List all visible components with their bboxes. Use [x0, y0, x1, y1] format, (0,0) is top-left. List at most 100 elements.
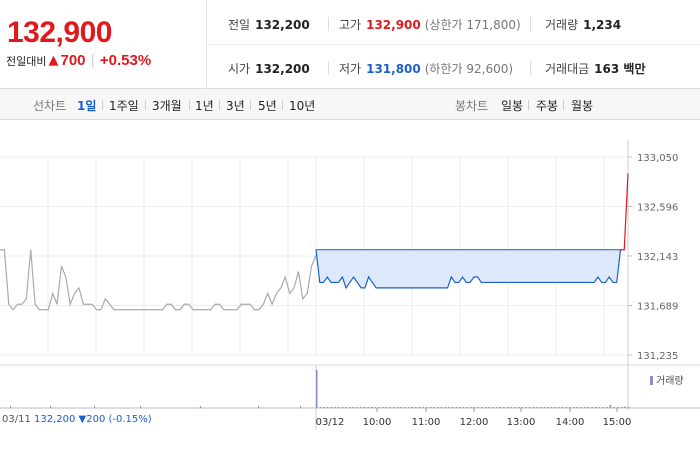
volume-bar [510, 407, 513, 408]
volume-bar [374, 407, 377, 408]
y-tick-label: 131,689 [637, 301, 678, 312]
volume-bar [587, 407, 590, 408]
volume-bar [473, 407, 476, 408]
volume-bar [407, 407, 410, 408]
today-line-up [620, 173, 629, 251]
x-tick-label: 14:00 [556, 417, 585, 428]
volume-bar [411, 407, 413, 408]
candle-monthly-button[interactable]: 월봉 [571, 99, 594, 113]
stats-panel: 전일 132,200 고가 132,900 (상한가 171,800) 거래량 1,23… [208, 0, 700, 89]
volume-bar [426, 407, 428, 408]
volume-bar [349, 407, 351, 408]
period-5y-button[interactable]: 5년 [258, 99, 277, 113]
legend-label: 거래량 [656, 376, 684, 387]
volume-bar [433, 407, 435, 408]
volume-bar [547, 407, 549, 408]
divider [102, 100, 103, 110]
volume-bar [514, 407, 516, 408]
candle-weekly-button[interactable]: 주봉 [536, 99, 559, 113]
volume-bar [620, 407, 623, 408]
x-tick-label: 12:00 [460, 417, 489, 428]
volume-bar [583, 407, 586, 408]
stat-label: 거래대금 [545, 62, 590, 76]
volume-bar [609, 404, 612, 408]
period-3m-button[interactable]: 3개월 [152, 99, 182, 113]
stat-high: 고가 132,900 (상한가 171,800) [339, 16, 521, 33]
stat-label: 저가 [339, 62, 362, 76]
volume-bar [580, 407, 582, 408]
volume-bar [605, 407, 608, 408]
stat-volume: 거래량 1,234 [545, 16, 621, 33]
volume-bar [429, 407, 432, 408]
period-toolbar: 선차트 1일 1주일 3개월 1년 3년 5년 10년 봉차트 일봉 주봉 월봉 [0, 89, 700, 120]
volume-bar [466, 407, 468, 408]
y-tick-label: 132,596 [637, 203, 678, 214]
volume-bar [572, 407, 575, 408]
prev-day-line [0, 249, 317, 311]
period-3y-button[interactable]: 3년 [226, 99, 245, 113]
period-1d-button[interactable]: 1일 [77, 99, 97, 113]
volume-bar [327, 407, 329, 408]
stat-open: 시가 132,200 [228, 60, 310, 77]
volume-bar [628, 407, 630, 408]
price-summary: 132,900 전일대비 ▲ 700 | +0.53% [0, 0, 207, 89]
volume-bar [525, 407, 527, 408]
y-tick-label: 132,143 [637, 252, 678, 263]
divider [219, 100, 220, 110]
up-arrow-icon: ▲ [48, 53, 59, 68]
volume-bar [440, 407, 443, 408]
volume-bar [613, 407, 615, 408]
volume-bar [477, 407, 480, 408]
volume-bar [517, 407, 520, 408]
stat-prev-close: 전일 132,200 [228, 16, 310, 33]
stat-value: 132,200 [255, 18, 310, 32]
divider [530, 61, 531, 75]
volume-bar [378, 407, 380, 408]
volume-bar [558, 407, 560, 408]
period-1y-button[interactable]: 1년 [195, 99, 214, 113]
volume-bar [94, 406, 95, 408]
volume-bar [10, 406, 11, 408]
change-amount: 700 [60, 52, 86, 69]
stat-low: 저가 131,800 (하한가 92,600) [339, 60, 513, 77]
volume-bar [316, 370, 318, 408]
divider: | [90, 53, 95, 68]
stat-label: 고가 [339, 18, 362, 32]
volume-bar [481, 407, 483, 408]
volume-bar [462, 407, 465, 408]
candle-daily-button[interactable]: 일봉 [501, 99, 524, 113]
lower-limit: (하한가 92,600) [424, 62, 514, 76]
volume-bar [528, 407, 531, 408]
volume-bar [598, 407, 601, 408]
stat-label: 시가 [228, 62, 251, 76]
volume-bar [382, 407, 384, 408]
y-tick-label: 133,050 [637, 153, 678, 164]
volume-bar [330, 407, 333, 408]
prev-day-change: ▼200 (-0.15%) [78, 414, 152, 425]
volume-bar [576, 407, 579, 408]
volume-bar [495, 407, 498, 408]
volume-bar [521, 407, 524, 408]
volume-bar [470, 407, 472, 408]
volume-bar [451, 407, 454, 408]
volume-bar [448, 407, 450, 408]
volume-bar [591, 407, 593, 408]
volume-bar [345, 407, 347, 408]
divider [530, 17, 531, 31]
current-price: 132,900 [7, 16, 112, 49]
y-tick-label: 131,235 [637, 351, 678, 362]
volume-bar [594, 407, 597, 408]
volume-bar [492, 407, 494, 408]
volume-bar [624, 406, 626, 408]
intraday-chart[interactable]: 133,050 132,596 132,143 131,689 131,235 03/12… [0, 121, 700, 450]
volume-bar [50, 406, 51, 408]
period-1w-button[interactable]: 1주일 [109, 99, 139, 113]
volume-bar [554, 407, 557, 408]
volume-bar [602, 407, 604, 408]
period-10y-button[interactable]: 10년 [289, 99, 316, 113]
volume-bar [532, 407, 535, 408]
stat-value: 163 백만 [594, 62, 646, 76]
volume-bar [393, 407, 395, 408]
volume-bar [569, 407, 571, 408]
volume-bar [437, 407, 439, 408]
